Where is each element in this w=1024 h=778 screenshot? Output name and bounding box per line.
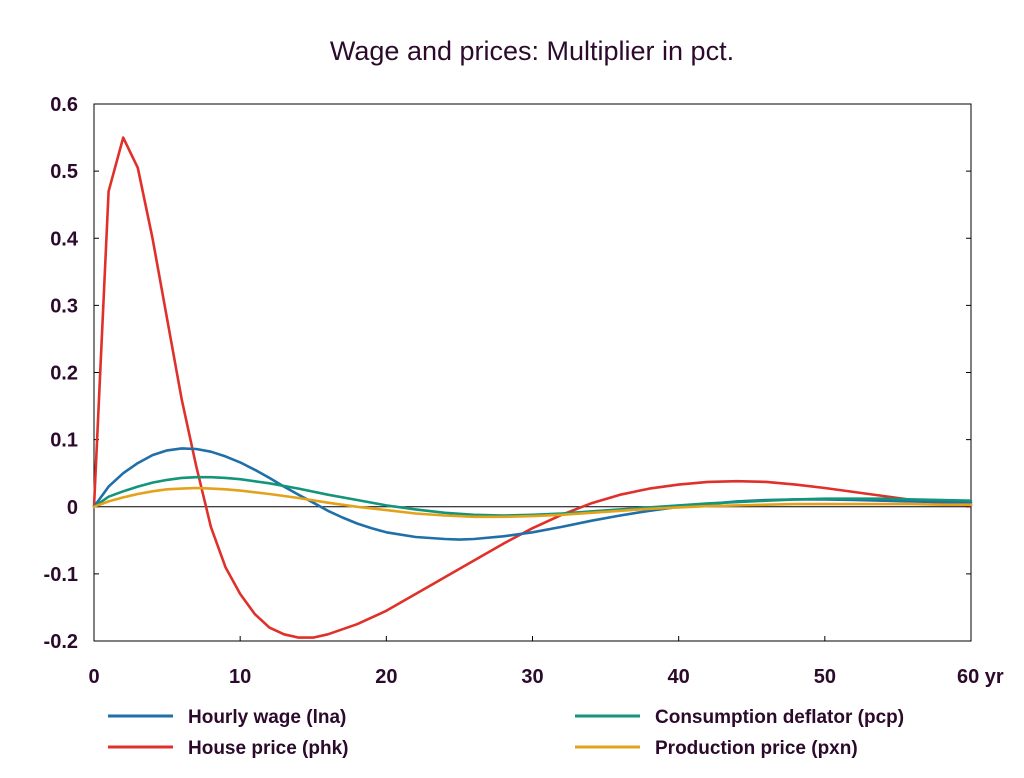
y-tick-label: 0.5 [50,161,78,183]
x-tick-label: 40 [668,666,690,688]
x-tick-label: 20 [375,666,397,688]
y-tick-label: 0.3 [50,295,78,317]
y-tick-label: 0.1 [50,430,78,452]
x-tick-label: 0 [88,666,99,688]
legend-label: House price (phk) [188,738,348,759]
x-tick-label: 10 [229,666,251,688]
x-tick-label: 30 [521,666,543,688]
series-line-hourly-wage-lna [92,447,973,541]
series-line-production-price-pxn [92,486,973,519]
series-lines [92,136,973,639]
series-line-house-price-phk [92,136,973,639]
y-tick-label: 0.6 [50,94,78,116]
legend: Hourly wage (lna) Consumption deflator (p… [108,707,904,759]
y-tick-label: -0.1 [44,564,78,586]
legend-label: Consumption deflator (pcp) [655,707,904,728]
legend-label: Production price (pxn) [655,738,858,759]
series-line-consumption-deflator-pcp [92,475,973,517]
axes: -0.2 -0.1 0 0.1 0.2 0.3 0.4 0.5 0.6 0 10 20 30 40 50 60… [44,94,1004,688]
y-tick-label: -0.2 [44,631,78,653]
y-tick-label: 0.4 [50,228,79,250]
x-tick-label: 50 [814,666,836,688]
y-tick-label: 0.2 [50,363,78,385]
legend-label: Hourly wage (lna) [188,707,346,728]
x-tick-label: 60 yr [957,666,1004,688]
y-tick-label: 0 [67,497,78,519]
plot-frame [93,103,972,642]
chart-title: Wage and prices: Multiplier in pct. [330,36,734,66]
